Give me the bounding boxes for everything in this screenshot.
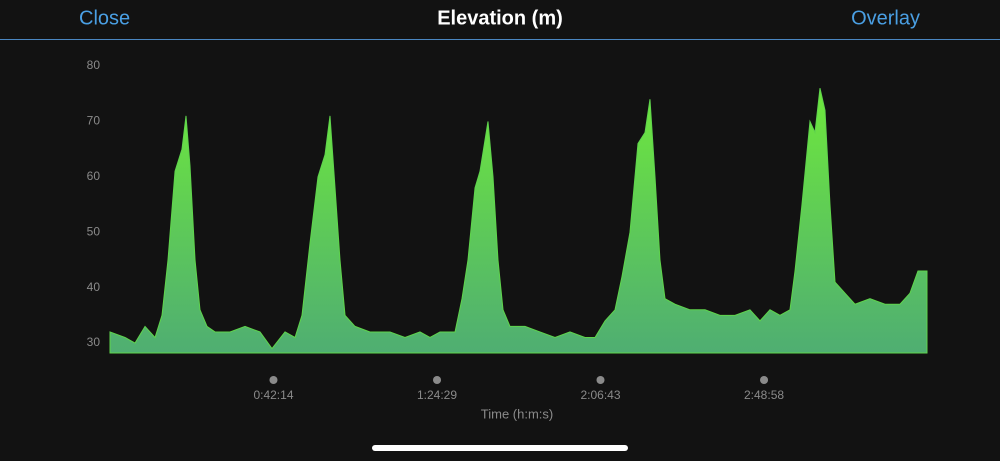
- y-tick-label: 50: [87, 224, 101, 238]
- overlay-button[interactable]: Overlay: [851, 7, 920, 29]
- y-tick-label: 70: [87, 114, 101, 128]
- y-tick-label: 60: [87, 169, 101, 183]
- x-tick-label: 0:42:14: [253, 388, 293, 402]
- x-tick-dot: [433, 376, 442, 384]
- x-axis-label: Time (h:m:s): [481, 406, 553, 421]
- title: Elevation (m): [437, 7, 563, 29]
- home-indicator: [372, 445, 628, 451]
- x-tick-label: 2:06:43: [580, 388, 620, 402]
- y-tick-label: 80: [87, 58, 101, 72]
- x-tick-label: 2:48:58: [744, 388, 784, 402]
- elevation-area: [109, 88, 928, 354]
- x-tick-dot: [760, 376, 769, 384]
- x-tick-dot: [269, 376, 278, 384]
- x-tick-dot: [596, 376, 605, 384]
- y-tick-label: 40: [87, 280, 101, 294]
- x-tick-label: 1:24:29: [417, 388, 457, 402]
- close-button[interactable]: Close: [79, 7, 130, 29]
- y-tick-label: 30: [87, 335, 101, 349]
